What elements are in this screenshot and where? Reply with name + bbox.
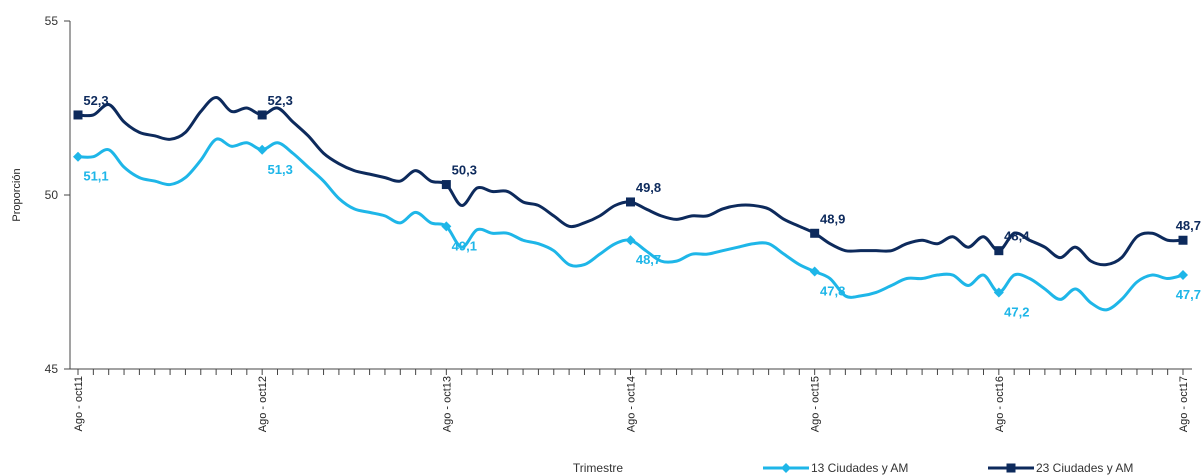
legend-label: 13 Ciudades y AM	[811, 461, 908, 475]
x-tick-label: Ago - oct17	[1178, 376, 1190, 432]
legend-label: 23 Ciudades y AM	[1036, 461, 1133, 475]
y-tick-label: 45	[45, 362, 59, 376]
marker	[441, 180, 451, 190]
data-label: 49,8	[636, 180, 661, 195]
y-axis-title: Proporción	[11, 168, 23, 221]
marker	[625, 235, 636, 246]
marker	[994, 246, 1004, 256]
x-axis-title: Trimestre	[573, 461, 624, 475]
x-tick-label: Ago - oct16	[994, 376, 1006, 432]
data-label: 47,2	[1004, 304, 1029, 319]
marker	[1178, 235, 1188, 245]
marker	[257, 110, 267, 120]
data-label: 51,3	[268, 162, 293, 177]
y-tick-label: 55	[45, 14, 59, 28]
marker	[993, 287, 1004, 298]
data-label: 52,3	[83, 93, 108, 108]
marker	[810, 228, 820, 238]
data-label: 49,1	[452, 238, 477, 253]
x-tick-label: Ago - oct13	[441, 376, 453, 432]
marker	[257, 144, 268, 155]
data-label: 50,3	[452, 163, 477, 178]
data-label: 47,8	[820, 284, 845, 299]
data-label: 48,9	[820, 211, 845, 226]
marker	[73, 151, 83, 162]
data-label: 52,3	[268, 93, 293, 108]
x-tick-label: Ago - oct15	[810, 376, 822, 432]
marker	[626, 197, 635, 207]
data-label: 48,7	[1176, 218, 1201, 233]
x-tick-label: Ago - oct12	[257, 376, 269, 432]
data-label: 47,7	[1176, 287, 1201, 302]
marker	[1006, 463, 1016, 473]
marker	[73, 110, 83, 120]
x-tick-label: Ago - oct11	[73, 376, 85, 431]
marker	[781, 463, 791, 473]
x-tick-label: Ago - oct14	[626, 376, 638, 432]
marker	[441, 221, 452, 232]
y-tick-label: 50	[45, 188, 59, 202]
data-label: 48,7	[636, 252, 661, 267]
data-label: 51,1	[83, 169, 108, 184]
series-line	[77, 137, 1184, 312]
data-label: 48,4	[1004, 229, 1030, 244]
marker	[809, 266, 820, 277]
marker	[1178, 270, 1188, 281]
